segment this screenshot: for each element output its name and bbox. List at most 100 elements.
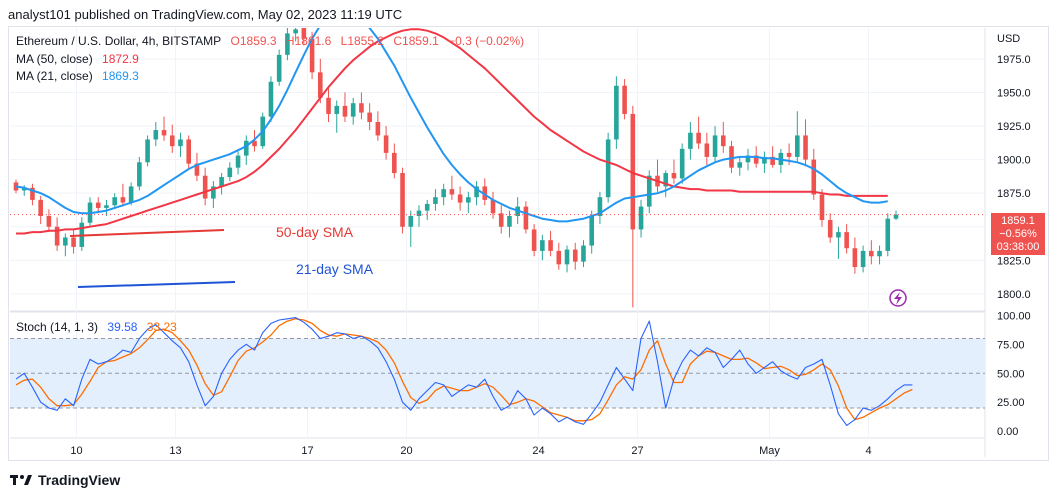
candle-body: [531, 229, 537, 251]
currency-label: USD: [997, 33, 1020, 45]
candle-body: [770, 156, 775, 165]
candle: [762, 151, 767, 174]
candle: [342, 92, 348, 122]
candle: [46, 209, 52, 233]
candle: [712, 126, 718, 163]
candle: [153, 122, 159, 147]
candle: [885, 213, 891, 257]
candle-body: [400, 173, 405, 227]
candle-body: [350, 103, 356, 117]
candle-body: [836, 232, 841, 238]
candle-body: [589, 216, 595, 246]
tradingview-logo[interactable]: TradingView: [10, 472, 120, 488]
candle: [145, 135, 150, 167]
candle-body: [342, 105, 348, 117]
candle: [87, 197, 93, 227]
last-price-tag: 1859.1: [991, 213, 1045, 229]
publisher-line: analyst101 published on TradingView.com,…: [8, 7, 403, 22]
candle-body: [383, 135, 389, 153]
price-tick-label: 1875.0: [997, 188, 1031, 200]
price-tick-label: 1950.0: [997, 87, 1031, 99]
candle: [655, 159, 660, 192]
candle: [38, 195, 43, 225]
price-tick-label: 1925.0: [997, 121, 1031, 133]
candle: [276, 49, 282, 86]
candle: [13, 179, 19, 194]
candle: [605, 132, 611, 203]
candle-body: [869, 250, 874, 257]
stoch-k-line: [15, 317, 913, 426]
candle-body: [762, 156, 767, 164]
lightning-icon-bolt: [894, 292, 902, 305]
candle: [737, 156, 743, 176]
candle: [104, 199, 109, 216]
ma21-line: [15, 28, 888, 223]
candle: [285, 28, 290, 61]
candle-body: [317, 72, 323, 98]
candle-body: [466, 197, 471, 203]
ma-line-layer: [10, 28, 985, 235]
candle: [441, 183, 446, 206]
ma50-label: MA (50, close): [16, 52, 93, 66]
stoch-band-layer: [10, 337, 985, 409]
candle: [350, 97, 356, 125]
candle-body: [696, 132, 701, 144]
candle: [268, 76, 274, 122]
candle: [293, 28, 298, 42]
candle-body: [795, 135, 800, 157]
stoch-tick-label: 100.00: [997, 310, 1031, 322]
candle-body: [359, 103, 364, 113]
candle-body: [252, 140, 257, 147]
candle-body: [128, 186, 134, 203]
candle: [186, 135, 192, 169]
candle-body: [178, 139, 183, 147]
time-tick-label: 10: [70, 445, 82, 457]
candle: [564, 245, 570, 273]
sma50-annotation-line: [69, 229, 225, 237]
candle-body: [490, 199, 496, 214]
candle: [869, 240, 874, 265]
candle: [178, 132, 183, 157]
candle: [795, 111, 800, 163]
candle-body: [194, 163, 200, 176]
candle-body: [120, 197, 126, 203]
candle-body: [860, 250, 866, 268]
candle: [638, 199, 644, 238]
candle: [581, 240, 586, 268]
candle-body: [498, 213, 504, 227]
candle-body: [507, 216, 512, 227]
ohlc-high: H1861.6: [285, 34, 332, 48]
tradingview-logo-icon: [10, 475, 32, 485]
symbol-legend: Ethereum / U.S. Dollar, 4h, BITSTAMP O18…: [16, 34, 530, 48]
candle-body: [63, 237, 68, 246]
candle: [128, 182, 134, 206]
price-tick-label: 1825.0: [997, 255, 1031, 267]
tradingview-brand: TradingView: [38, 472, 121, 488]
candle-body: [392, 152, 397, 174]
candle: [194, 152, 200, 182]
candle-body: [827, 220, 833, 238]
candle-body: [424, 203, 430, 211]
candle: [449, 175, 455, 200]
time-tick-label: 4: [865, 445, 871, 457]
ohlc-low: L1855.2: [340, 34, 385, 48]
candle-body: [326, 97, 331, 114]
candle-body: [786, 152, 792, 157]
candle: [112, 193, 117, 208]
candle-body: [202, 175, 208, 199]
candle: [359, 92, 364, 120]
candle: [523, 201, 529, 234]
candle-body: [671, 173, 677, 179]
candle-body: [556, 250, 562, 265]
candle: [630, 105, 636, 308]
sma50-annotation-label: 50-day SMA: [276, 224, 354, 240]
candle: [803, 119, 808, 167]
time-tick-label: May: [759, 445, 780, 457]
candle-body: [408, 216, 414, 227]
lightning-icon[interactable]: [889, 289, 907, 307]
candle-body: [630, 113, 636, 230]
candle-body: [572, 249, 578, 262]
candle: [729, 140, 734, 174]
ohlc-open: O1859.3: [230, 34, 277, 48]
